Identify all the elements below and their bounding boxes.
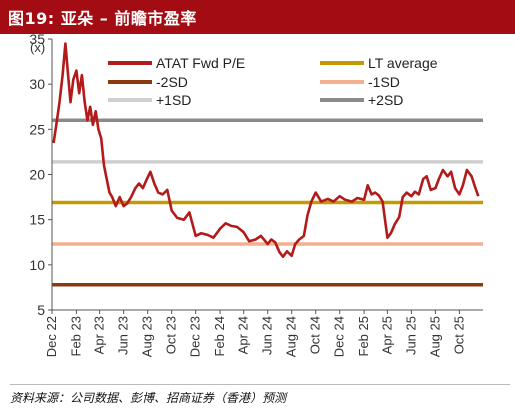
series-lines — [52, 42, 480, 258]
x-tick-label: Dec 24 — [332, 316, 347, 357]
x-tick-label: Apr 25 — [379, 316, 394, 354]
x-tick-label: Oct 24 — [308, 316, 323, 354]
legend-label: +2SD — [368, 92, 403, 108]
pe-chart: 5 10 15 20 25 30 35 Dec 22 Feb 23 Apr 23 Jun 23 Au… — [29, 34, 483, 357]
x-tick-label: Dec 22 — [44, 316, 59, 357]
x-tick-label: Aug 24 — [284, 316, 299, 357]
series-line-atat-fwd-pe — [52, 42, 480, 258]
x-tick-label: Jun 24 — [260, 316, 275, 355]
y-axis: 5 10 15 20 25 30 35 — [29, 34, 53, 318]
legend: ATAT Fwd P/E LT average -2SD -1SD +1SD +2SD — [108, 55, 438, 108]
y-tick-label: 5 — [37, 302, 45, 318]
x-tick-label: Aug 25 — [427, 316, 442, 357]
y-tick-label: 25 — [29, 121, 45, 137]
x-tick-label: Oct 23 — [164, 316, 179, 354]
x-tick-label: Dec 23 — [188, 316, 203, 357]
x-tick-label: Aug 23 — [140, 316, 155, 357]
reference-lines — [52, 118, 483, 287]
x-tick-label: Feb 23 — [68, 316, 83, 356]
x-tick-label: Apr 24 — [236, 316, 251, 354]
source-note: 资料来源：公司数据、彭博、招商证券（香港）预测 — [10, 384, 510, 406]
y-tick-label: 10 — [29, 257, 45, 273]
legend-label: -1SD — [368, 74, 400, 90]
y-tick-label: 35 — [29, 34, 45, 47]
y-tick-label: 15 — [29, 212, 45, 228]
legend-label: LT average — [368, 55, 438, 71]
x-tick-label: Oct 25 — [451, 316, 466, 354]
y-tick-label: 20 — [29, 167, 45, 183]
x-tick-label: Apr 23 — [92, 316, 107, 354]
legend-label: ATAT Fwd P/E — [156, 55, 245, 71]
x-tick-label: Feb 24 — [212, 316, 227, 356]
x-tick-label: Jun 23 — [116, 316, 131, 355]
y-axis-label: (x) — [30, 40, 45, 55]
legend-label: +1SD — [156, 92, 191, 108]
figure-title: 图19: 亚朵 – 前瞻市盈率 — [8, 9, 197, 28]
x-axis: Dec 22 Feb 23 Apr 23 Jun 23 Aug 23 Oct 23 Dec … — [44, 309, 483, 357]
y-tick-label: 30 — [29, 76, 45, 92]
x-tick-label: Jun 25 — [403, 316, 418, 355]
legend-label: -2SD — [156, 74, 188, 90]
x-tick-label: Feb 25 — [356, 316, 371, 356]
figure-title-bar: 图19: 亚朵 – 前瞻市盈率 — [0, 0, 515, 34]
